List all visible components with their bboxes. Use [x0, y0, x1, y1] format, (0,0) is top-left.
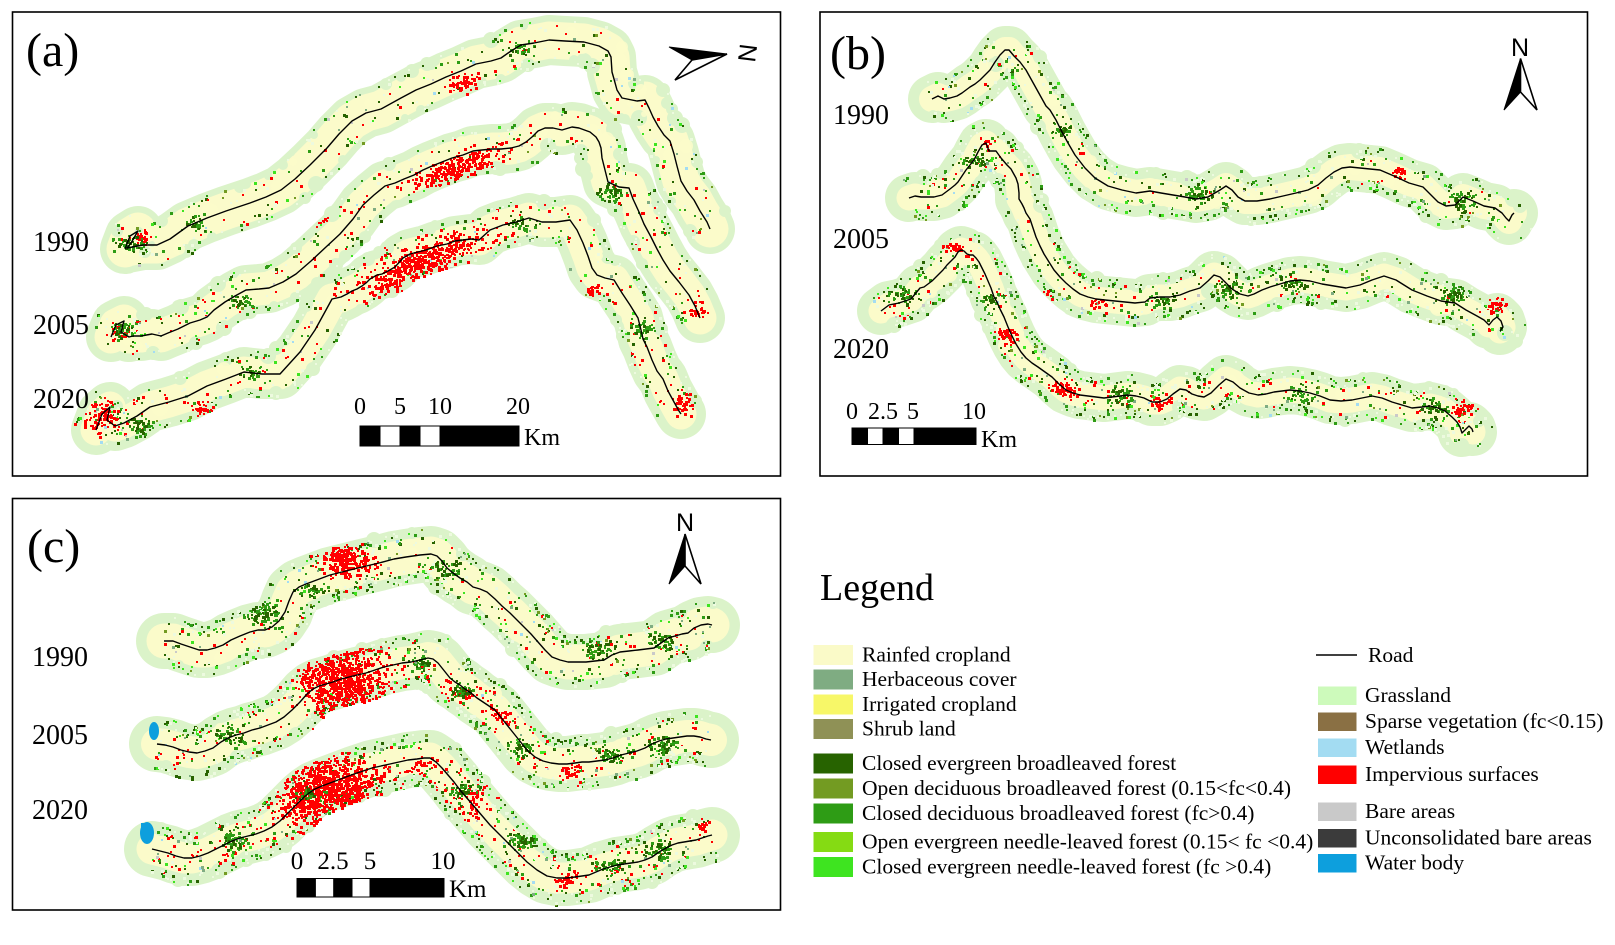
svg-text:2005: 2005: [32, 720, 88, 751]
svg-text:Sparse vegetation (fc<0.15): Sparse vegetation (fc<0.15): [1365, 709, 1603, 733]
svg-text:2020: 2020: [33, 384, 89, 415]
svg-text:Open deciduous broadleaved for: Open deciduous broadleaved forest (0.15<…: [862, 776, 1291, 800]
svg-text:N: N: [676, 509, 694, 537]
svg-text:2005: 2005: [33, 310, 89, 341]
svg-text:5: 5: [907, 399, 919, 425]
svg-text:Impervious surfaces: Impervious surfaces: [1365, 762, 1539, 786]
svg-text:Legend: Legend: [820, 567, 934, 609]
svg-text:5: 5: [364, 848, 377, 875]
svg-text:2020: 2020: [833, 334, 889, 365]
svg-text:(b): (b): [830, 27, 886, 80]
svg-text:Closed evergreen needle-leaved: Closed evergreen needle-leaved forest (f…: [862, 855, 1271, 879]
svg-text:Unconsolidated bare areas: Unconsolidated bare areas: [1365, 826, 1592, 850]
svg-text:2020: 2020: [32, 795, 88, 826]
svg-text:2005: 2005: [833, 224, 889, 255]
svg-text:Water body: Water body: [1365, 851, 1464, 875]
svg-text:20: 20: [506, 394, 530, 420]
svg-text:1990: 1990: [833, 100, 889, 131]
svg-text:10: 10: [428, 394, 452, 420]
svg-text:1990: 1990: [33, 227, 89, 258]
svg-text:Grassland: Grassland: [1365, 683, 1451, 707]
svg-text:Closed deciduous broadleaved f: Closed deciduous broadleaved forest (fc>…: [862, 801, 1254, 825]
svg-text:N: N: [1511, 34, 1529, 62]
svg-text:Open evergreen needle-leaved f: Open evergreen needle-leaved forest (0.1…: [862, 830, 1313, 854]
svg-text:2.5: 2.5: [868, 399, 898, 425]
svg-text:0: 0: [846, 399, 858, 425]
svg-text:5: 5: [394, 394, 406, 420]
svg-text:Shrub land: Shrub land: [862, 717, 956, 741]
svg-text:Closed evergreen broadleaved f: Closed evergreen broadleaved forest: [862, 751, 1176, 775]
svg-text:Wetlands: Wetlands: [1365, 735, 1444, 759]
svg-text:Herbaceous cover: Herbaceous cover: [862, 667, 1017, 691]
svg-text:0: 0: [354, 394, 366, 420]
svg-text:(a): (a): [26, 24, 79, 77]
svg-text:2.5: 2.5: [317, 848, 348, 875]
svg-text:Rainfed cropland: Rainfed cropland: [862, 643, 1011, 667]
svg-text:1990: 1990: [32, 642, 88, 673]
svg-text:Km: Km: [449, 876, 487, 903]
svg-text:10: 10: [962, 399, 986, 425]
svg-text:N: N: [732, 42, 762, 63]
svg-text:10: 10: [431, 848, 456, 875]
svg-text:Irrigated cropland: Irrigated cropland: [862, 692, 1017, 716]
svg-text:Bare areas: Bare areas: [1365, 799, 1455, 823]
svg-text:Km: Km: [524, 425, 560, 451]
svg-text:Road: Road: [1368, 643, 1414, 667]
svg-text:0: 0: [291, 848, 304, 875]
svg-text:(c): (c): [27, 520, 80, 573]
svg-text:Km: Km: [981, 427, 1017, 453]
